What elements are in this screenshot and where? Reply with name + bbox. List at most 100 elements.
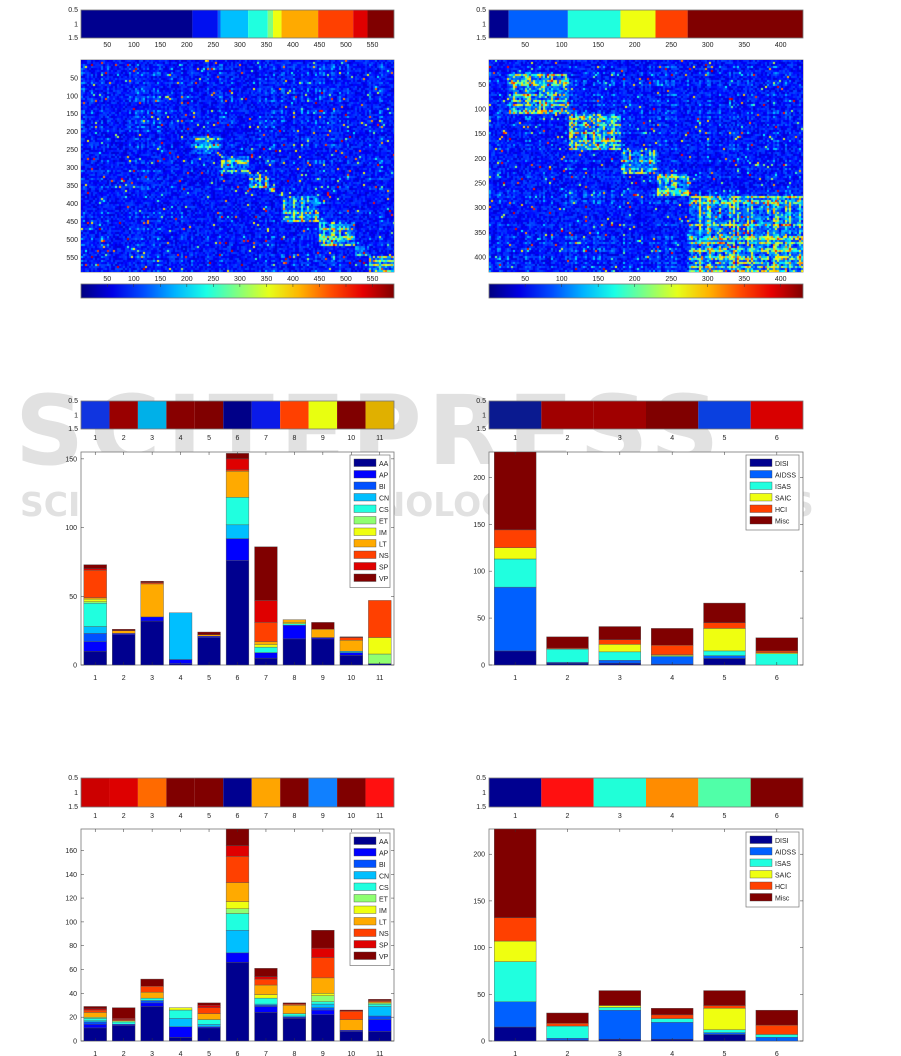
y-tick-label: 140 xyxy=(65,872,77,879)
bar-segment-ns xyxy=(311,957,335,979)
strip-x-tick-label: 11 xyxy=(376,813,383,820)
y-tick-label: 50 xyxy=(477,992,485,999)
bar-segment-cn xyxy=(225,930,250,954)
label-strip-cell xyxy=(541,778,594,807)
bar-segment-aa xyxy=(197,637,221,666)
label-strip-segment xyxy=(81,10,193,38)
bar-segment-misc xyxy=(651,628,694,646)
legend-swatch xyxy=(353,470,377,479)
strip-x-tick-label: 2 xyxy=(566,813,570,820)
label-strip-segment xyxy=(567,10,621,38)
bar-segment-lt xyxy=(311,629,335,638)
strip-x-tick-label: 9 xyxy=(321,435,325,442)
bar-segment-cs xyxy=(112,1021,136,1025)
label-strip-cell xyxy=(698,778,751,807)
bar-segment-lt xyxy=(282,619,306,623)
x-tick-label: 1 xyxy=(93,1051,97,1056)
bar-segment-isas xyxy=(755,1034,798,1038)
stacked-bar xyxy=(755,1009,798,1042)
legend-label: AA xyxy=(379,839,389,846)
strip-y-tick-label: 0.5 xyxy=(476,398,486,405)
legend-label: AIDSS xyxy=(775,473,796,480)
bar-segment-isas xyxy=(703,1029,746,1033)
stacked-bar xyxy=(651,1008,694,1042)
bar-segment-vp xyxy=(140,978,164,987)
strip-x-tick-label: 300 xyxy=(702,42,714,49)
stacked-bar xyxy=(169,612,193,666)
colorbar-tick-label: 200 xyxy=(629,276,641,283)
label-strip-cell xyxy=(280,778,309,807)
bar-segment-lt xyxy=(254,641,278,645)
stacked-bar xyxy=(755,637,798,666)
stacked-bar xyxy=(598,626,641,666)
label-strip-frame xyxy=(80,777,395,808)
stacked-bar xyxy=(140,580,164,666)
legend-swatch xyxy=(749,493,773,502)
strip-x-tick-label: 450 xyxy=(314,42,326,49)
legend-label: ET xyxy=(379,897,389,904)
legend-swatch xyxy=(353,894,377,903)
stacked-bar xyxy=(368,999,392,1042)
bar-segment-lt xyxy=(83,597,107,600)
y-tick-label: 150 xyxy=(65,456,77,463)
strip-x-tick-label: 11 xyxy=(376,435,383,442)
colorbar-tick-label: 100 xyxy=(128,276,140,283)
colorbar-tick-label: 150 xyxy=(592,276,604,283)
strip-y-tick-label: 1 xyxy=(482,790,486,797)
bar-segment-cs xyxy=(282,623,306,626)
bar-segment-cn xyxy=(169,1018,193,1027)
y-tick-label: 50 xyxy=(69,594,77,601)
bar-segment-aa xyxy=(282,1018,306,1042)
strip-x-tick-label: 4 xyxy=(179,813,183,820)
x-tick-label: 5 xyxy=(723,675,727,682)
stacked-bar xyxy=(197,1002,221,1042)
label-strip-cell xyxy=(593,778,646,807)
bar-segment-misc xyxy=(755,637,798,652)
label-strip-cell xyxy=(698,401,751,429)
legend-label: SP xyxy=(379,565,389,572)
bar-segment-sp xyxy=(254,976,278,980)
legend-label: DISI xyxy=(775,461,789,468)
bar-segment-hci xyxy=(651,1014,694,1019)
colorbar-tick-label: 350 xyxy=(261,276,273,283)
label-strip-cell xyxy=(166,401,195,429)
colorbar-tick-label: 200 xyxy=(181,276,193,283)
bar-segment-aa xyxy=(254,1012,278,1042)
legend-label: IM xyxy=(379,530,387,537)
stacked-bar xyxy=(651,628,694,666)
legend-swatch xyxy=(353,504,377,513)
legend-swatch xyxy=(353,940,377,949)
bar-segment-ns xyxy=(254,978,278,986)
x-tick-label: 2 xyxy=(122,1051,126,1056)
matrix-y-tick-label: 250 xyxy=(66,147,78,154)
bar-segment-ap xyxy=(225,952,250,963)
strip-x-tick-label: 6 xyxy=(775,813,779,820)
legend-swatch xyxy=(749,893,773,902)
label-strip-cell xyxy=(489,778,542,807)
y-tick-label: 0 xyxy=(481,1039,485,1046)
label-strip-cell xyxy=(223,778,252,807)
label-strip-segment xyxy=(508,10,568,38)
legend-label: CN xyxy=(379,496,389,503)
stacked-bar xyxy=(339,636,363,666)
label-strip-cell xyxy=(337,778,366,807)
label-strip-segment xyxy=(655,10,688,38)
x-tick-label: 2 xyxy=(566,1051,570,1056)
matrix-y-tick-label: 150 xyxy=(474,131,486,138)
x-tick-label: 2 xyxy=(122,675,126,682)
stacked-bar xyxy=(282,619,306,666)
legend-label: SAIC xyxy=(775,873,791,880)
bar-segment-aa xyxy=(225,962,250,1042)
bar-segment-et xyxy=(83,601,107,604)
y-tick-label: 150 xyxy=(473,522,485,529)
strip-x-tick-label: 1 xyxy=(513,435,517,442)
bar-segment-misc xyxy=(651,1008,694,1016)
matrix-y-tick-label: 400 xyxy=(474,254,486,261)
legend-swatch xyxy=(749,516,773,525)
label-strip-cell xyxy=(308,401,338,429)
legend-label: HCI xyxy=(775,507,787,514)
colorbar-tick-label: 400 xyxy=(287,276,299,283)
bar-segment-sp xyxy=(83,568,107,571)
bar-segment-bi xyxy=(83,1021,107,1025)
